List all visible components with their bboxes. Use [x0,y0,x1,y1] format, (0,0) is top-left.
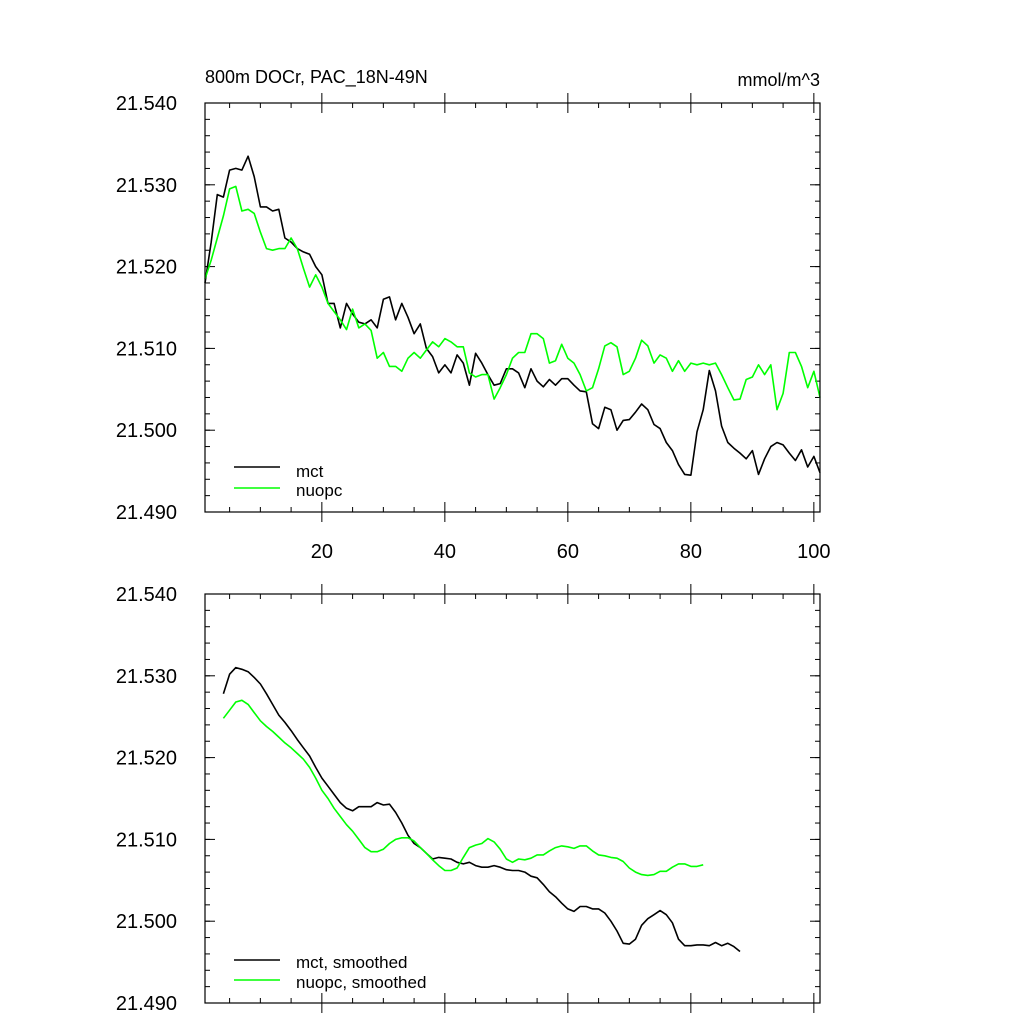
panel-1-x-tick-labels: 20 40 60 80 100 [311,541,831,563]
panel-2-plot-lines [222,666,741,953]
y-tick-label: 21.490 [116,502,177,524]
panel-1-frame [204,102,821,513]
panel-2-ticks [205,584,820,1013]
legend-mct-smoothed-label: mct, smoothed [296,953,408,972]
panel-1-y-tick-labels: 21.540 21.530 21.520 21.510 21.500 21.490 [116,93,177,524]
panel-1: 800m DOCr, PAC_18N-49N mmol/m^3 21.54021… [116,67,831,563]
y-tick-label: 21.510 [116,829,177,851]
panel-2-legend: mct, smoothed nuopc, smoothed [234,953,426,992]
x-tick-label: 60 [557,541,579,563]
x-tick-label: 100 [797,541,830,563]
y-tick-label: 21.500 [116,911,177,933]
y-tick-label: 21.510 [116,338,177,360]
x-tick-label: 40 [434,541,456,563]
y-tick-label: 21.530 [116,175,177,197]
series-line-nuopc-smoothed [222,699,704,877]
legend-nuopc-label: nuopc [296,481,343,500]
panel-1-plot-lines [204,155,821,477]
panel-2-y-tick-labels: 21.540 21.530 21.520 21.510 21.500 21.490 [116,584,177,1015]
panel-2: 21.540 21.530 21.520 21.510 21.500 21.490 mct… [116,584,821,1015]
series-line-mct [204,155,821,477]
y-tick-label: 21.490 [116,993,177,1015]
panel-1-title: 800m DOCr, PAC_18N-49N [205,67,428,88]
y-tick-label: 21.540 [116,584,177,606]
y-tick-label: 21.520 [116,748,177,770]
panel-1-legend: mct nuopc [234,462,343,500]
y-tick-label: 21.540 [116,93,177,115]
x-tick-label: 20 [311,541,333,563]
panel-1-ticks [205,93,820,522]
series-line-nuopc [204,185,821,411]
panel-2-frame [204,593,821,1004]
legend-nuopc-smoothed-label: nuopc, smoothed [296,973,426,992]
y-tick-label: 21.530 [116,666,177,688]
legend-mct-label: mct [296,462,324,481]
y-tick-label: 21.500 [116,420,177,442]
x-tick-label: 80 [680,541,702,563]
y-tick-label: 21.520 [116,257,177,279]
series-line-mct-smoothed [222,666,741,953]
panel-1-units: mmol/m^3 [738,70,820,90]
